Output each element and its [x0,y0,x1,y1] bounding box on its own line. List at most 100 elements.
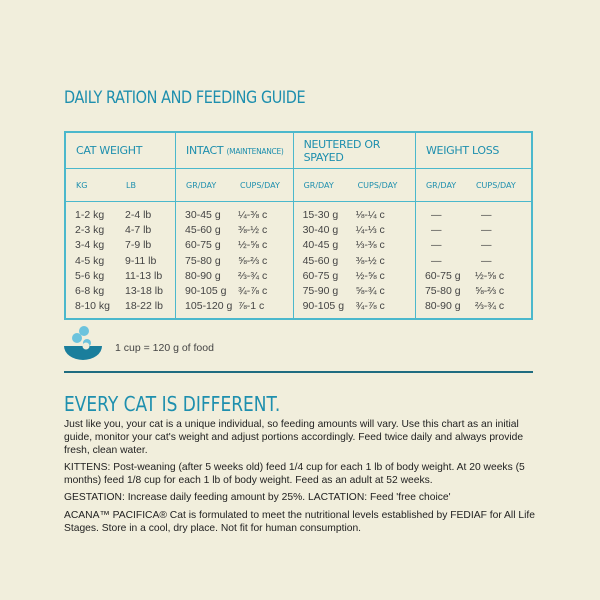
table-row: 90-105 g ¾-⅞ c [185,284,293,299]
table-row: 40-45 g ⅓-⅜ c [303,238,415,253]
table-row: 105-120 g ⅞-1 c [185,299,293,314]
header-intact: INTACT (MAINTENANCE) [175,132,294,169]
cell-nc: ⅜-½ c [355,254,385,267]
cell-wg: 75-80 g [424,285,461,298]
cell-ig: 60-75 g [185,239,221,252]
cell-wc: — [480,224,492,237]
food-bowl-icon [64,326,102,360]
divider [64,371,533,373]
table-row: 45-60 g ⅜-½ c [185,223,293,238]
table-row: 30-40 g ¼-⅓ c [303,223,415,238]
table-row: 75-90 g ⅝-¾ c [303,284,415,299]
formulation-paragraph: ACANA™ PACIFICA® Cat is formulated to me… [64,510,535,534]
cell-kg: 1-2 kg [75,209,105,221]
cell-wg: — [430,224,442,237]
cell-ng: 75-90 g [302,285,339,298]
cell-ic: ¼-⅜ c [238,209,268,221]
cell-ng: 45-60 g [302,254,339,267]
cup-conversion-note: 1 cup = 120 g of food [115,342,214,354]
cell-ig: 45-60 g [185,224,221,237]
cell-ic: ⅝-⅔ c [238,254,268,267]
cell-wc: — [480,254,492,267]
cell-ng: 15-30 g [302,209,339,221]
cell-lb: 7-9 lb [125,239,152,252]
table-row: 8-10 kg 18-22 lb [75,299,175,314]
cell-kg: 2-3 kg [75,224,105,237]
section-heading: EVERY CAT IS DIFFERENT. [64,392,281,416]
cell-ic: ¾-⅞ c [238,285,268,298]
cell-kg: 4-5 kg [75,254,105,267]
table-row: 60-75 g ½-⅝ c [303,269,415,284]
cell-kg: 5-6 kg [75,269,105,282]
cell-kg: 3-4 kg [75,239,105,252]
table-row: 15-30 g ⅛-¼ c [303,208,415,223]
cell-wg: — [430,254,442,267]
table-row: 5-6 kg 11-13 lb [75,269,175,284]
table-row: 45-60 g ⅜-½ c [303,254,415,269]
cell-ng: 30-40 g [302,224,339,237]
cell-ig: 90-105 g [185,285,227,298]
cell-ic: ⅞-1 c [238,300,265,313]
cell-ng: 40-45 g [302,239,339,252]
table-row: — — [425,254,531,269]
cell-lb: 18-22 lb [125,300,163,313]
table-row: 80-90 g ⅔-¾ c [185,269,293,284]
table-row: 2-3 kg 4-7 lb [75,223,175,238]
cell-nc: ¼-⅓ c [355,224,385,237]
sub-neutered: GR/DAY CUPS/DAY [292,168,416,202]
header-cat-weight: CAT WEIGHT [64,132,177,169]
table-row: 1-2 kg 2-4 lb [75,208,175,223]
cell-ic: ⅜-½ c [238,224,268,237]
table-row: 75-80 g ⅝-⅔ c [425,284,531,299]
cell-ic: ½-⅝ c [238,239,268,252]
table-row: 80-90 g ⅔-¾ c [425,299,531,314]
cell-ic: ⅔-¾ c [238,269,268,282]
page-title: DAILY RATION AND FEEDING GUIDE [64,88,306,108]
table-row: 3-4 kg 7-9 lb [75,238,175,253]
cell-ig: 105-120 g [185,300,233,313]
table-row: 75-80 g ⅝-⅔ c [185,254,293,269]
kittens-paragraph: KITTENS: Post-weaning (after 5 weeks old… [64,462,525,486]
cell-kg: 6-8 kg [75,285,105,298]
cell-lb: 11-13 lb [125,269,163,282]
cell-wc: — [480,239,492,252]
cell-wg: 80-90 g [424,300,461,313]
cell-lb: 4-7 lb [125,224,152,237]
table-row: 60-75 g ½-⅝ c [185,238,293,253]
cell-nc: ⅝-¾ c [355,285,385,298]
neutered-column: 15-30 g ⅛-¼ c 30-40 g ¼-⅓ c 40-45 g ⅓-⅜ c 45-6… [292,201,416,320]
cell-kg: 8-10 kg [75,300,111,313]
cell-ig: 75-80 g [185,254,221,267]
table-row: — — [425,208,531,223]
cell-wg: — [430,209,442,221]
cell-wc: ⅝-⅔ c [474,285,505,298]
weight-column: 1-2 kg 2-4 lb 2-3 kg 4-7 lb 3-4 kg 7-9 lb 4-5 … [64,201,177,320]
cell-wc: ½-⅝ c [474,269,505,282]
sub-intact: GR/DAY CUPS/DAY [175,168,294,202]
table-row: 60-75 g ½-⅝ c [425,269,531,284]
cell-nc: ⅛-¼ c [355,209,385,221]
header-weight-loss: WEIGHT LOSS [414,132,533,169]
table-row: 90-105 g ¾-⅞ c [303,299,415,314]
cell-wg: 60-75 g [424,269,461,282]
cell-nc: ½-⅝ c [355,269,385,282]
table-row: — — [425,223,531,238]
cell-nc: ⅓-⅜ c [355,239,385,252]
cell-wc: — [480,209,492,221]
cell-lb: 13-18 lb [125,285,163,298]
cell-lb: 2-4 lb [125,209,152,221]
cell-wg: — [430,239,442,252]
sub-loss: GR/DAY CUPS/DAY [414,168,533,202]
intro-paragraph: Just like you, your cat is a unique indi… [64,419,524,456]
table-row: — — [425,238,531,253]
intact-column: 30-45 g ¼-⅜ c 45-60 g ⅜-½ c 60-75 g ½-⅝ c 75-8… [175,201,294,320]
cell-ig: 30-45 g [185,209,221,221]
header-neutered: NEUTERED OR SPAYED [292,132,416,169]
cell-ng: 90-105 g [302,300,345,313]
cell-nc: ¾-⅞ c [355,300,385,313]
sub-weight: KG LB [64,168,177,202]
cell-wc: ⅔-¾ c [474,300,505,313]
feeding-table: CAT WEIGHT INTACT (MAINTENANCE) NEUTERED… [64,131,533,321]
table-row: 4-5 kg 9-11 lb [75,254,175,269]
